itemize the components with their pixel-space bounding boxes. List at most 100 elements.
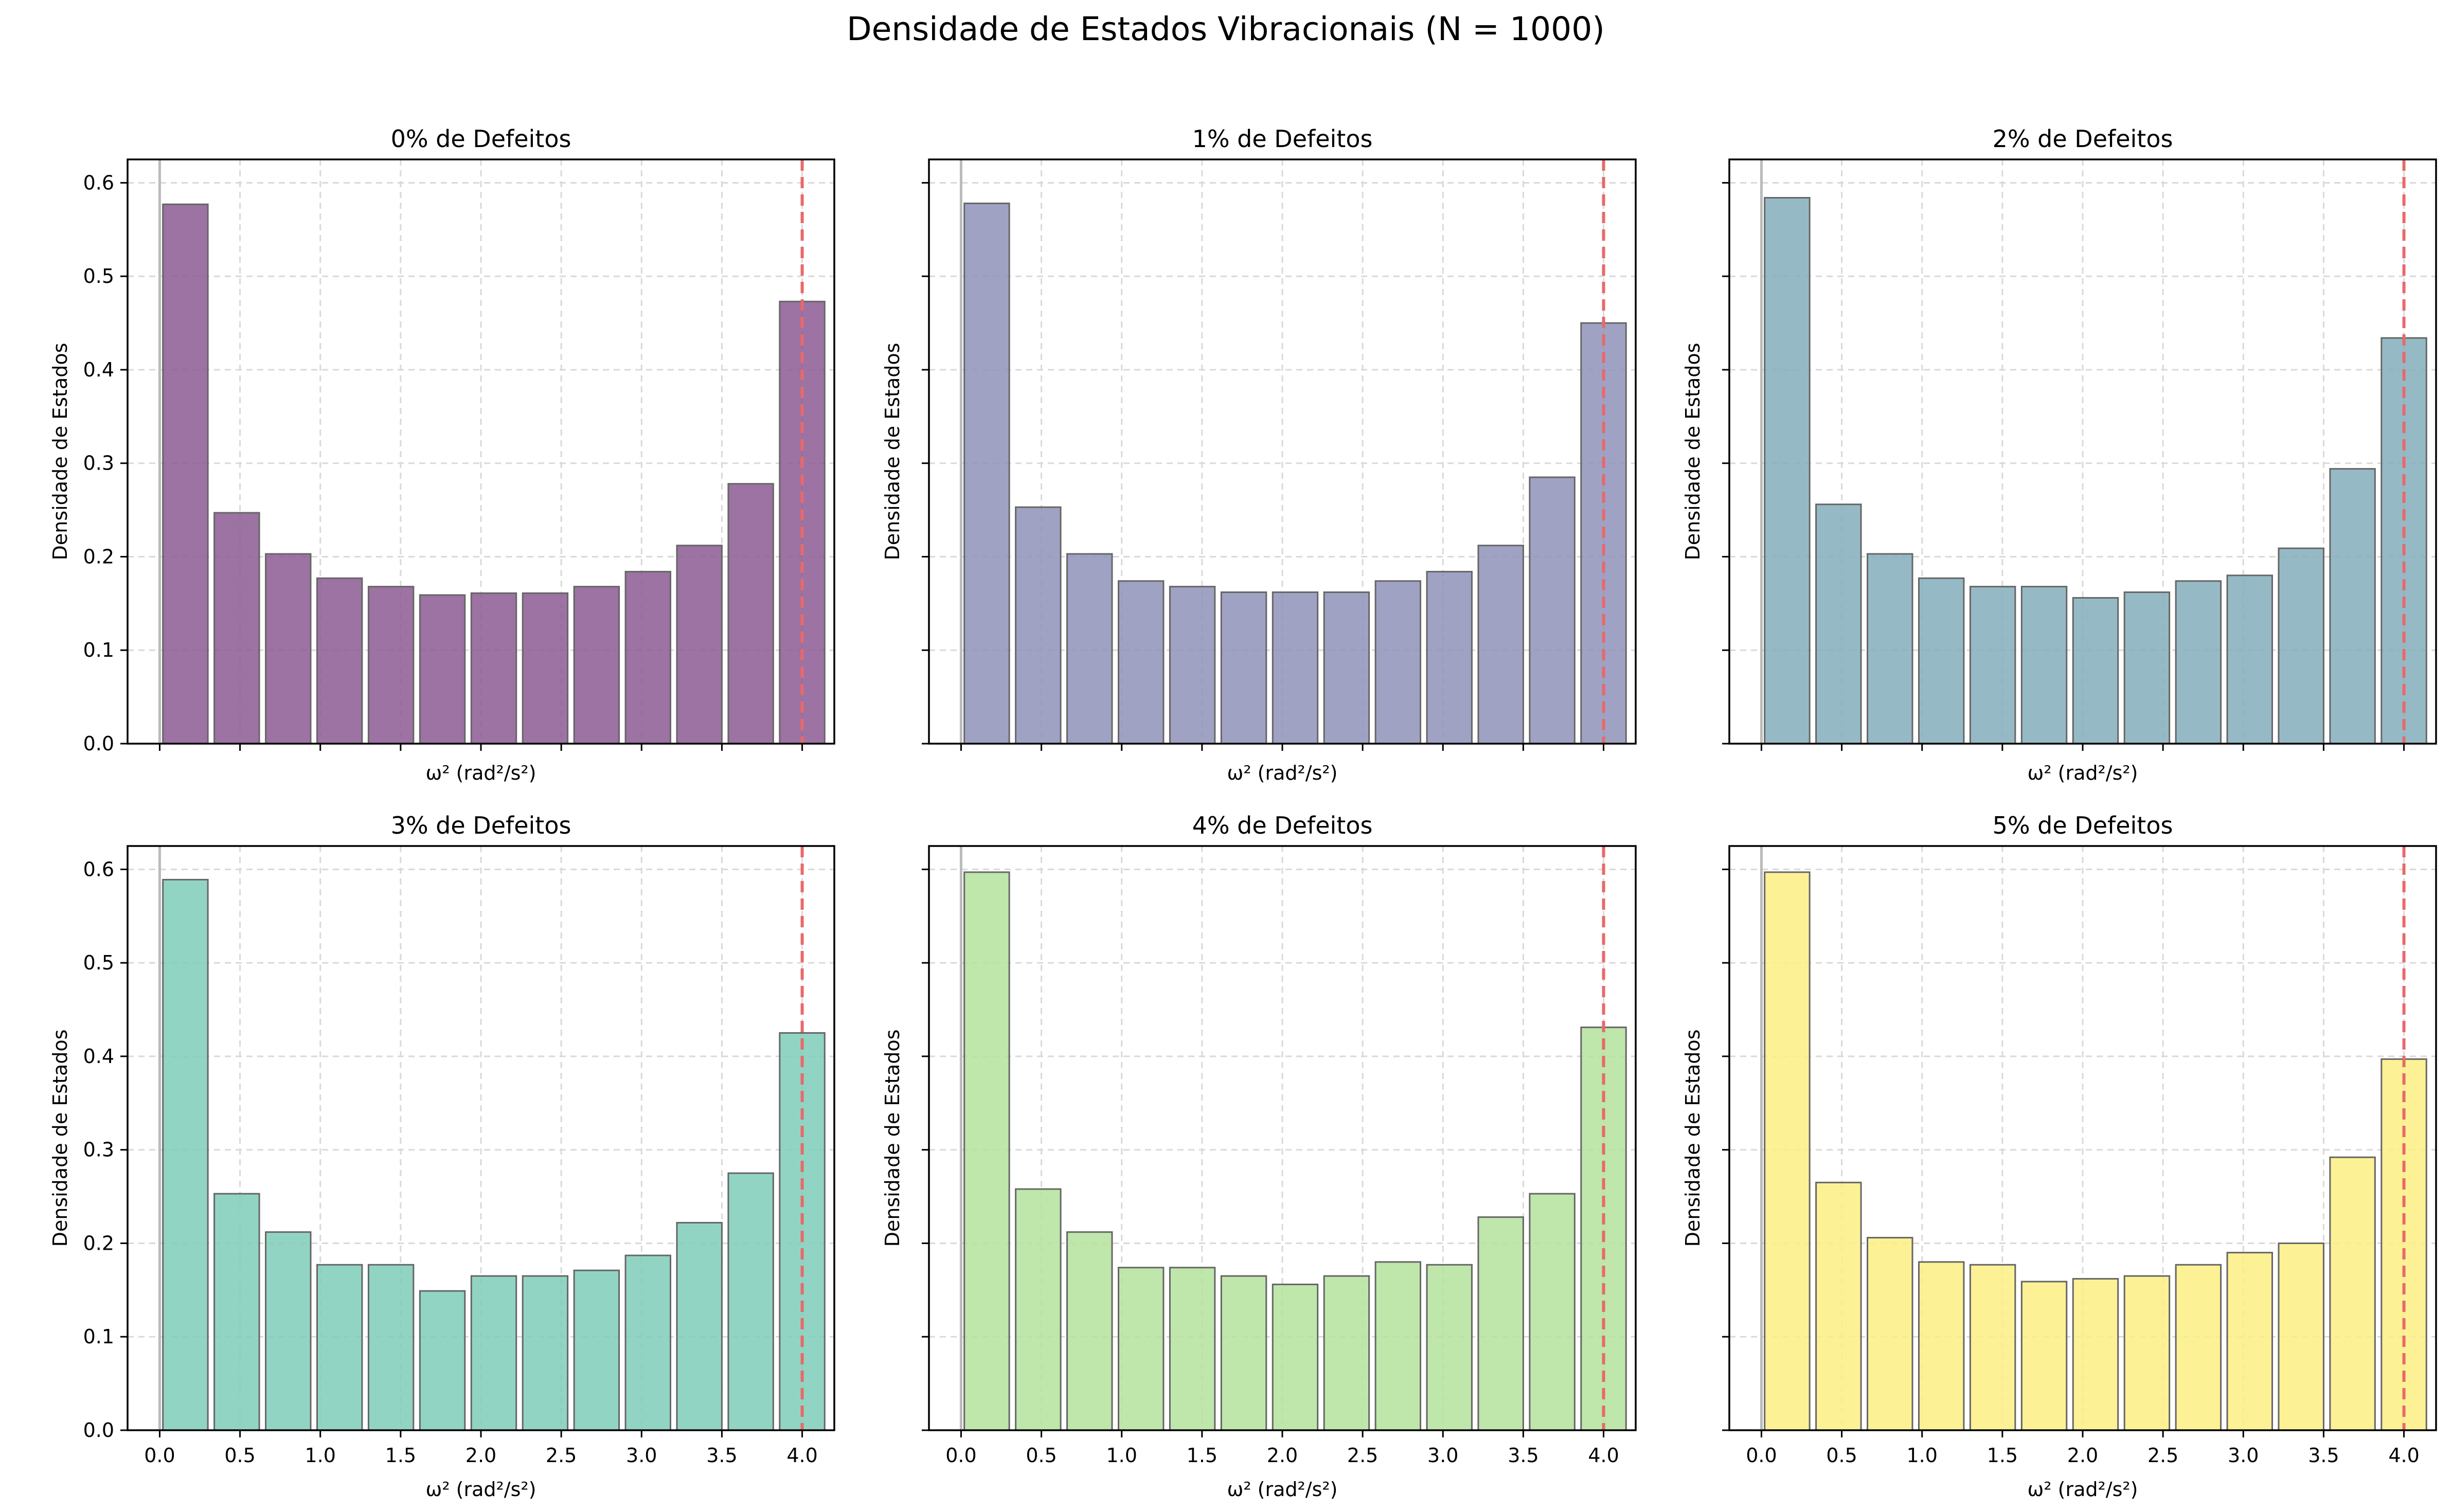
histogram-bar <box>624 1254 671 1431</box>
x-tick-label: 3.0 <box>626 1444 657 1467</box>
histogram-bar <box>1477 1216 1524 1431</box>
y-tick-label: 0.2 <box>83 1232 114 1254</box>
histogram-bar <box>162 203 209 745</box>
histogram-bar <box>470 1275 517 1431</box>
histogram-bar <box>573 586 620 745</box>
chart-panel-5: 0.0 0.5 1.0 1.5 2.0 2.5 3.0 3.5 4.0 5% de Defeito… <box>1681 812 2437 1501</box>
histogram-bar <box>522 592 569 745</box>
histogram-bar <box>2020 1281 2068 1431</box>
y-tick-label: 0.5 <box>83 265 114 287</box>
histogram-bar <box>1426 571 1473 745</box>
histogram-bar <box>367 1264 415 1431</box>
x-tick-label: 1.5 <box>1987 1444 2018 1467</box>
panel-title: 3% de Defeitos <box>391 812 571 839</box>
figure-title: Densidade de Estados Vibracionais (N = 1… <box>847 10 1605 48</box>
y-tick-label: 0.6 <box>83 171 114 194</box>
histogram-bar <box>1272 1283 1319 1431</box>
x-axis-label: ω² (rad²/s²) <box>426 1478 536 1501</box>
histogram-bar <box>1374 1261 1422 1431</box>
histogram-bar <box>963 202 1010 745</box>
x-tick-label: 2.5 <box>1347 1444 1378 1467</box>
histogram-bar <box>419 594 466 745</box>
x-tick-label: 0.0 <box>144 1444 175 1467</box>
y-tick-label: 0.1 <box>83 639 114 661</box>
x-tick-label: 3.5 <box>2308 1444 2339 1467</box>
x-tick-label: 0.0 <box>1746 1444 1777 1467</box>
histogram-bar <box>2020 586 2068 745</box>
histogram-bar <box>2226 1252 2273 1431</box>
y-axis-label: Densidade de Estados <box>49 1030 71 1247</box>
y-tick-label: 0.1 <box>83 1325 114 1348</box>
y-tick-label: 0.3 <box>83 1139 114 1161</box>
x-tick-label: 0.5 <box>224 1444 255 1467</box>
x-tick-label: 0.5 <box>1826 1444 1857 1467</box>
histogram-bar <box>1169 586 1216 745</box>
x-tick-label: 4.0 <box>786 1444 817 1467</box>
histogram-bar <box>2072 1278 2119 1431</box>
chart-panel-4: 0.0 0.5 1.0 1.5 2.0 2.5 3.0 3.5 4.0 4% de Defeito… <box>881 812 1637 1501</box>
histogram-bar <box>2381 337 2427 745</box>
x-tick-label: 0.5 <box>1026 1444 1057 1467</box>
x-tick-label: 2.5 <box>546 1444 577 1467</box>
histogram-bar <box>2329 1156 2376 1431</box>
chart-panel-2: 2% de Defeitos ω² (rad²/s²) Densidade de E… <box>1681 125 2437 784</box>
x-axis-label: ω² (rad²/s²) <box>426 762 536 784</box>
histogram-bar <box>522 1275 569 1431</box>
histogram-bar <box>213 1193 260 1431</box>
histogram-bar <box>1815 503 1862 745</box>
x-tick-label: 3.5 <box>706 1444 737 1467</box>
histogram-bar <box>2381 1058 2427 1431</box>
histogram-bar <box>2175 580 2222 745</box>
y-axis-label: Densidade de Estados <box>1681 1030 1704 1247</box>
y-tick-label: 0.4 <box>83 358 114 381</box>
x-tick-label: 4.0 <box>1588 1444 1619 1467</box>
y-tick-label: 0.5 <box>83 951 114 974</box>
histogram-bar <box>1220 1275 1267 1431</box>
histogram-bar <box>1815 1181 1862 1431</box>
histogram-bar <box>2175 1264 2222 1431</box>
panel-title: 0% de Defeitos <box>391 125 571 153</box>
x-tick-label: 1.0 <box>1907 1444 1938 1467</box>
histogram-bar <box>1015 1188 1062 1431</box>
x-tick-label: 3.0 <box>1427 1444 1458 1467</box>
histogram-bar <box>2226 574 2273 745</box>
histogram-bar <box>1117 1267 1165 1431</box>
histogram-bar <box>1867 1237 1913 1431</box>
histogram-bar <box>2329 468 2376 745</box>
histogram-bar <box>162 878 209 1431</box>
histogram-bar <box>419 1290 466 1431</box>
histogram-bar <box>1220 591 1267 745</box>
x-tick-label: 2.5 <box>2147 1444 2178 1467</box>
histogram-bar <box>1918 577 1965 745</box>
histogram-bar <box>1969 586 2016 745</box>
y-tick-label: 0.4 <box>83 1045 114 1068</box>
histogram-bar <box>2278 1242 2324 1431</box>
histogram-bar <box>963 871 1010 1431</box>
histogram-bar <box>316 577 363 745</box>
histogram-bar <box>676 1221 723 1431</box>
histogram-bar <box>367 586 415 745</box>
histogram-bar <box>1580 1027 1627 1431</box>
panel-title: 1% de Defeitos <box>1192 125 1373 153</box>
histogram-bar <box>1117 580 1165 745</box>
histogram-bar <box>2123 1275 2171 1431</box>
x-tick-label: 1.5 <box>1187 1444 1218 1467</box>
x-tick-label: 2.0 <box>466 1444 496 1467</box>
histogram-bar <box>1323 591 1370 745</box>
histogram-bar <box>1477 545 1524 745</box>
y-tick-label: 0.0 <box>83 1419 114 1442</box>
histogram-bar <box>2278 547 2324 745</box>
histogram-bar <box>1764 871 1811 1431</box>
panel-title: 4% de Defeitos <box>1192 812 1373 839</box>
histogram-bar <box>1764 197 1811 745</box>
y-axis-label: Densidade de Estados <box>49 343 71 561</box>
histogram-bar <box>1066 1231 1113 1431</box>
x-tick-label: 0.0 <box>945 1444 976 1467</box>
y-axis-label: Densidade de Estados <box>881 1030 904 1247</box>
histogram-bar <box>676 545 723 745</box>
histogram-bar <box>624 571 671 745</box>
histogram-bar <box>727 1172 774 1431</box>
x-axis-label: ω² (rad²/s²) <box>1227 1478 1338 1501</box>
histogram-bar <box>1015 506 1062 745</box>
histogram-bar <box>2123 591 2171 745</box>
